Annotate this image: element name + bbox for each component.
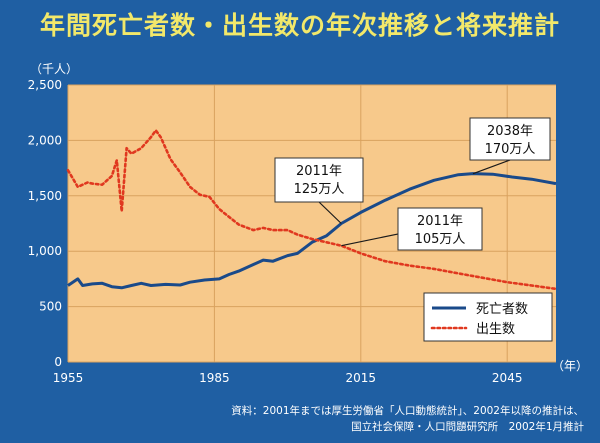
- annotation-value: 170万人: [485, 142, 536, 157]
- annotation-year: 2011年: [417, 214, 463, 229]
- x-tick-label: 1955: [53, 371, 84, 385]
- y-tick-label: 0: [54, 355, 62, 369]
- series-layer: [66, 129, 558, 291]
- annotation-value: 105万人: [415, 232, 466, 247]
- y-axis-unit-label: （千人）: [30, 62, 79, 76]
- y-tick-label: 500: [39, 300, 62, 314]
- annotation-2011-deaths: 2011年 125万人: [274, 157, 364, 224]
- annotation-pointer: [472, 159, 511, 175]
- source-note: 資料：2001年までは厚生労働省「人口動態統計」、2002年以降の推計は、 国立…: [24, 403, 584, 435]
- annotation-2038: 2038年 170万人: [469, 117, 551, 175]
- y-tick-label: 2,000: [28, 133, 62, 147]
- legend-label: 出生数: [476, 322, 515, 337]
- page-title: 年間死亡者数・出生数の年次推移と将来推計: [39, 11, 560, 40]
- births-series-line: [66, 129, 558, 291]
- annotation-box: [469, 117, 551, 161]
- annotation-year: 2011年: [296, 164, 342, 179]
- annotation-value: 125万人: [294, 182, 345, 197]
- y-tick-label: 2,500: [28, 78, 62, 92]
- annotation-pointer: [341, 232, 403, 247]
- x-tick-label: 1985: [199, 371, 230, 385]
- annotation-box: [397, 207, 483, 251]
- annotation-pointer: [318, 201, 342, 224]
- tick-labels: 0 500 1,000 1,500 2,000 2,500 1955 1985 2015 2045…: [28, 78, 588, 385]
- annotation-box: [274, 157, 364, 203]
- annotation-year: 2038年: [487, 124, 533, 139]
- y-tick-label: 1,500: [28, 189, 62, 203]
- annotation-2011-births: 2011年 105万人: [341, 207, 483, 251]
- x-tick-label: 2045: [492, 371, 523, 385]
- annotations: 2038年 170万人 2011年 125万人 2011年 105万人: [274, 117, 551, 251]
- legend-label: 死亡者数: [476, 302, 528, 317]
- x-tick-label: 2015: [346, 371, 377, 385]
- source-note-line-1: 資料：2001年までは厚生労働省「人口動態統計」、2002年以降の推計は、: [231, 405, 584, 417]
- y-tick-label: 1,000: [28, 244, 62, 258]
- source-note-line-2: 国立社会保障・人口問題研究所 2002年1月推計: [351, 421, 584, 433]
- deaths-series-line: [67, 172, 557, 290]
- legend-box: [423, 292, 553, 342]
- x-axis-unit-label: （年）: [552, 359, 588, 373]
